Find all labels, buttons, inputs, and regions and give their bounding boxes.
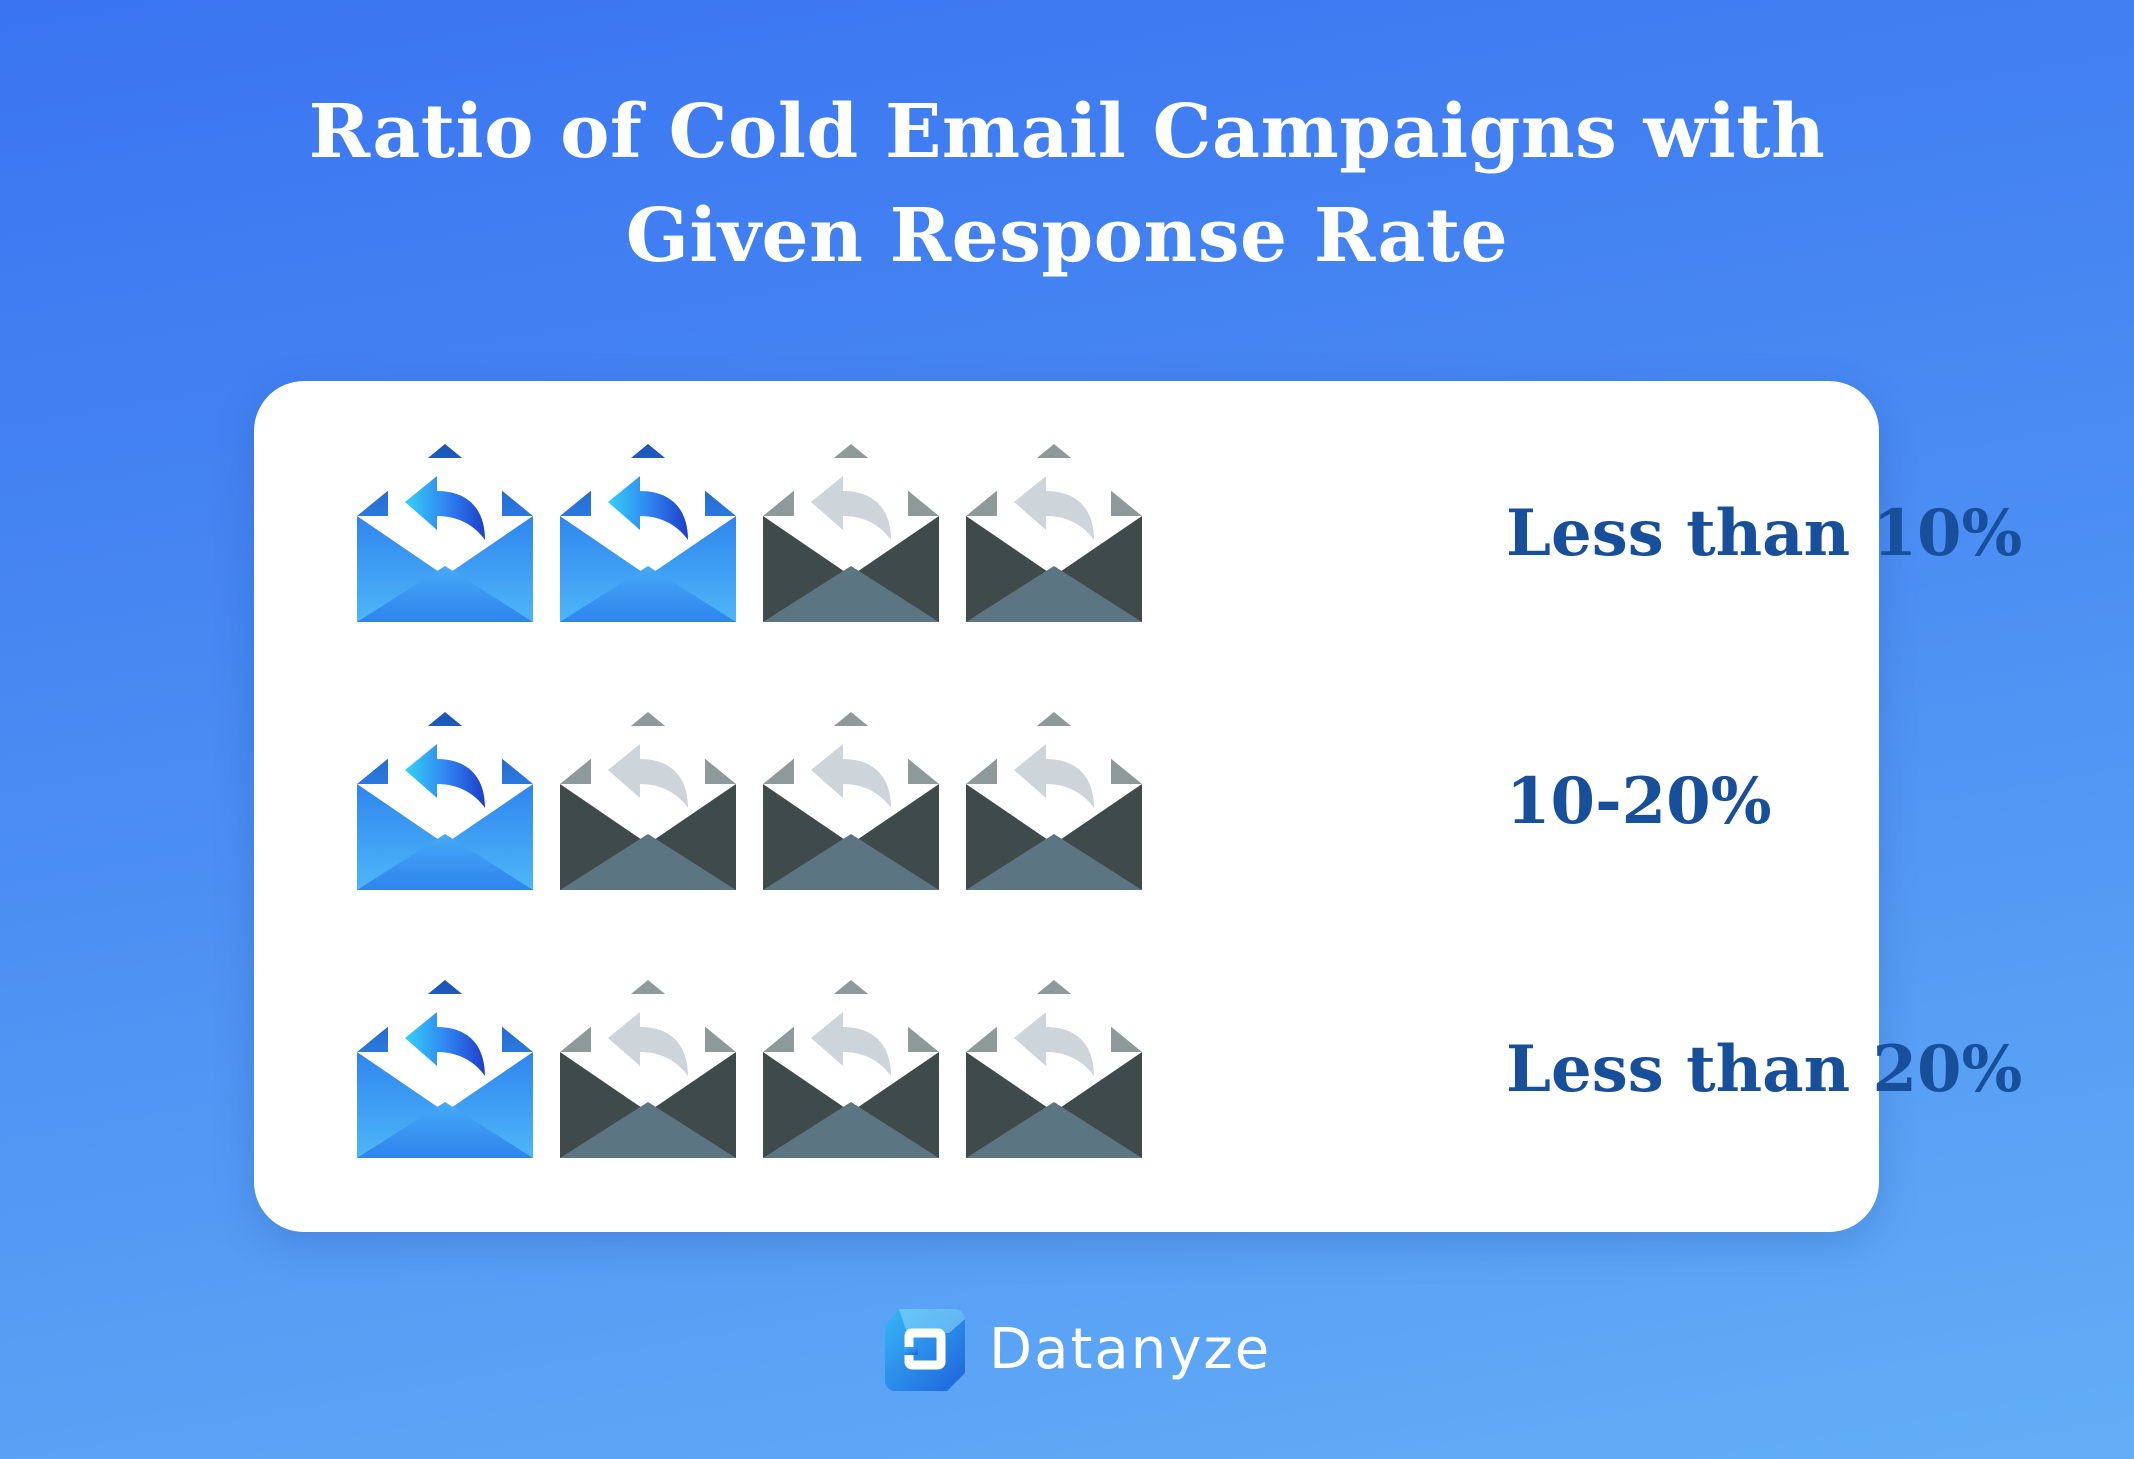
datanyze-logo-icon — [885, 1309, 965, 1391]
envelope-reply-icon-inactive — [966, 444, 1142, 622]
row-label-3: Less than 20% — [1506, 1032, 2023, 1107]
envelope-reply-icon-inactive — [560, 980, 736, 1158]
chart-card: Less than 10% 10-20% Less than 20% — [254, 381, 2022, 1232]
pictograph-svg — [357, 444, 1142, 1158]
envelope-reply-icon-inactive — [763, 980, 939, 1158]
envelope-reply-icon-inactive — [966, 712, 1142, 890]
envelope-reply-icon-active — [357, 980, 533, 1158]
title-line-1: Ratio of Cold Email Campaigns with — [308, 89, 1826, 175]
envelope-reply-icon-active — [560, 444, 736, 622]
envelope-reply-icon-inactive — [966, 980, 1142, 1158]
envelope-reply-icon-inactive — [763, 444, 939, 622]
envelope-reply-icon-inactive — [763, 712, 939, 890]
row-label-1: Less than 10% — [1506, 496, 2023, 571]
chart-title: Ratio of Cold Email Campaigns with Given… — [0, 80, 2134, 288]
envelope-reply-icon-active — [357, 444, 533, 622]
envelope-reply-icon-active — [357, 712, 533, 890]
brand-footer: Datanyze — [883, 1306, 1271, 1394]
title-line-2: Given Response Rate — [625, 193, 1509, 279]
envelope-reply-icon-inactive — [560, 712, 736, 890]
row-label-2: 10-20% — [1506, 764, 1772, 839]
brand-name: Datanyze — [989, 1317, 1272, 1382]
